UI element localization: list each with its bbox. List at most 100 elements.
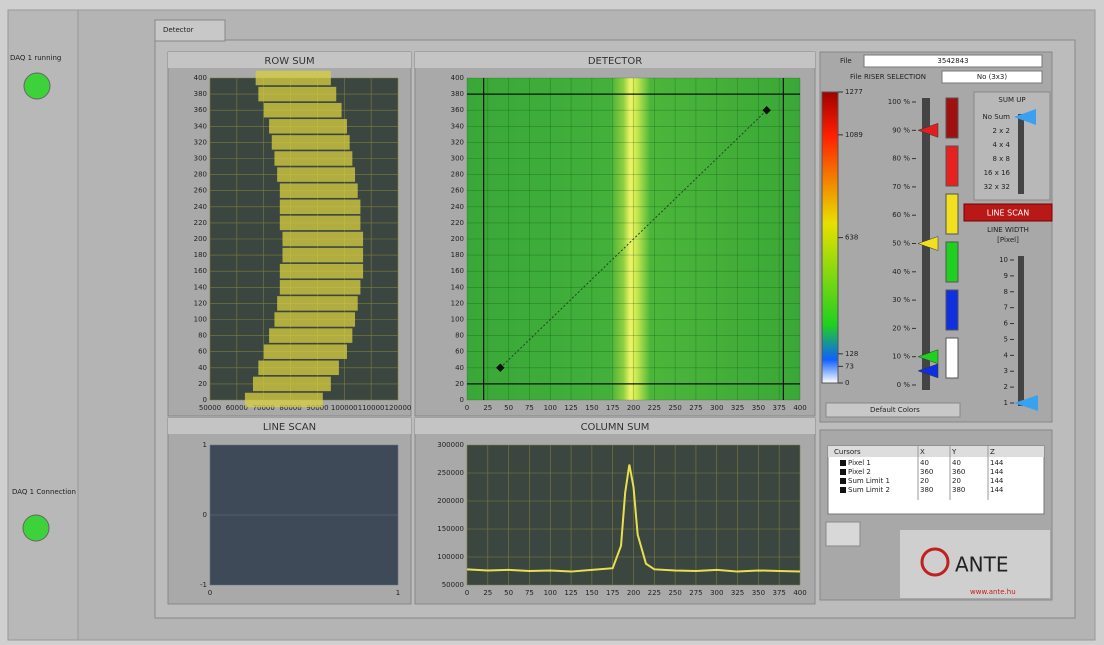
table-header-cell: Y xyxy=(951,448,957,456)
table-cell: 144 xyxy=(990,468,1004,476)
x-tick-label: 1 xyxy=(396,589,400,597)
color-swatch[interactable] xyxy=(946,98,958,138)
y-tick-label: 300 xyxy=(451,155,464,163)
y-tick-label: 340 xyxy=(194,122,207,130)
row-sum-band xyxy=(280,280,361,294)
x-tick-label: 50 xyxy=(504,404,513,412)
color-swatch[interactable] xyxy=(946,290,958,330)
percent-label: 40 % xyxy=(892,268,910,276)
sum-up-option[interactable]: No Sum xyxy=(983,113,1011,121)
cursor-swatch[interactable] xyxy=(840,460,846,466)
y-tick-label: 180 xyxy=(194,251,207,259)
row-sum-band xyxy=(264,344,347,358)
sum-up-option[interactable]: 2 x 2 xyxy=(993,127,1011,135)
y-tick-label: 160 xyxy=(451,267,464,275)
percent-label: 90 % xyxy=(892,126,910,134)
x-tick-label: 25 xyxy=(483,589,492,597)
led-label: DAQ 1 Connection xyxy=(12,488,76,496)
line-width-label: 4 xyxy=(1004,351,1009,359)
logo-url: www.ante.hu xyxy=(970,588,1016,596)
cursor-swatch[interactable] xyxy=(840,469,846,475)
x-tick-label: 375 xyxy=(773,589,786,597)
sum-up-option[interactable]: 16 x 16 xyxy=(984,169,1011,177)
x-tick-label: 125 xyxy=(564,404,577,412)
screen: Detector DAQ 1 running DAQ 1 Connection … xyxy=(0,0,1104,645)
y-tick-label: 40 xyxy=(455,364,464,372)
x-tick-label: 175 xyxy=(606,404,619,412)
x-tick-label: 300 xyxy=(710,404,723,412)
row-sum-band xyxy=(269,119,347,133)
color-swatch[interactable] xyxy=(946,242,958,282)
slider-track xyxy=(1018,114,1024,194)
color-swatch[interactable] xyxy=(946,146,958,186)
y-tick-label: 200000 xyxy=(437,497,464,505)
y-tick-label: 400 xyxy=(451,74,464,82)
row-sum-band xyxy=(280,200,361,214)
percent-label: 70 % xyxy=(892,183,910,191)
y-tick-label: 120 xyxy=(451,299,464,307)
button-label: Default Colors xyxy=(870,406,920,414)
row-sum-band xyxy=(277,296,358,310)
y-tick-label: 100 xyxy=(451,316,464,324)
panel-title: DETECTOR xyxy=(588,56,642,67)
table-cell: 360 xyxy=(952,468,965,476)
table-cell: Sum Limit 1 xyxy=(848,477,890,485)
file-label: File xyxy=(840,57,852,65)
y-tick-label: 180 xyxy=(451,251,464,259)
table-header-cell: X xyxy=(920,448,925,456)
y-tick-label: 320 xyxy=(451,138,464,146)
sum-up-title: SUM UP xyxy=(998,96,1025,104)
line-width-label: 6 xyxy=(1004,320,1009,328)
x-tick-label: 110000 xyxy=(358,404,385,412)
slider-track xyxy=(1018,256,1024,406)
cursor-swatch[interactable] xyxy=(840,487,846,493)
table-cell: Sum Limit 2 xyxy=(848,486,890,494)
led xyxy=(24,73,50,99)
sum-up-option[interactable]: 4 x 4 xyxy=(993,141,1011,149)
y-tick-label: 140 xyxy=(194,283,207,291)
sum-up-option[interactable]: 8 x 8 xyxy=(993,155,1011,163)
table-cell: 20 xyxy=(920,477,929,485)
color-scale xyxy=(822,92,838,383)
led-label: DAQ 1 running xyxy=(10,54,61,62)
y-tick-label: 220 xyxy=(194,219,207,227)
y-tick-label: 240 xyxy=(194,203,207,211)
percent-label: 60 % xyxy=(892,211,910,219)
percent-label: 0 % xyxy=(897,381,911,389)
percent-label: 80 % xyxy=(892,155,910,163)
y-tick-label: 260 xyxy=(194,187,207,195)
scale-label: 1277 xyxy=(845,88,863,96)
table-cell: 40 xyxy=(920,459,929,467)
table-cell: 20 xyxy=(952,477,961,485)
color-swatch[interactable] xyxy=(946,338,958,378)
button-label[interactable]: LINE SCAN xyxy=(987,209,1030,218)
color-swatch[interactable] xyxy=(946,194,958,234)
x-tick-label: 100000 xyxy=(331,404,358,412)
row-sum-band xyxy=(283,232,364,246)
y-tick-label: 50000 xyxy=(442,581,464,589)
y-tick-label: 0 xyxy=(203,511,207,519)
y-tick-label: 200 xyxy=(451,235,464,243)
x-tick-label: 75 xyxy=(525,404,534,412)
x-tick-label: 250 xyxy=(668,589,681,597)
y-tick-label: 280 xyxy=(451,171,464,179)
cursor-swatch[interactable] xyxy=(840,478,846,484)
line-width-label: 7 xyxy=(1004,304,1008,312)
row-sum-band xyxy=(258,361,339,375)
y-tick-label: 250000 xyxy=(437,469,464,477)
table-cell: 360 xyxy=(920,468,933,476)
x-tick-label: 250 xyxy=(668,404,681,412)
table-header-cell: Cursors xyxy=(834,448,861,456)
y-tick-label: 360 xyxy=(194,106,207,114)
y-tick-label: 120 xyxy=(194,299,207,307)
icon-button[interactable] xyxy=(826,522,860,546)
table-header-cell: Z xyxy=(990,448,995,456)
x-tick-label: 100 xyxy=(544,589,557,597)
row-sum-band xyxy=(283,248,364,262)
panel-title: ROW SUM xyxy=(264,56,314,67)
y-tick-label: 60 xyxy=(198,348,207,356)
x-tick-label: 100 xyxy=(544,404,557,412)
tab-label[interactable]: Detector xyxy=(163,26,194,34)
sum-up-option[interactable]: 32 x 32 xyxy=(984,183,1010,191)
percent-label: 50 % xyxy=(892,240,910,248)
